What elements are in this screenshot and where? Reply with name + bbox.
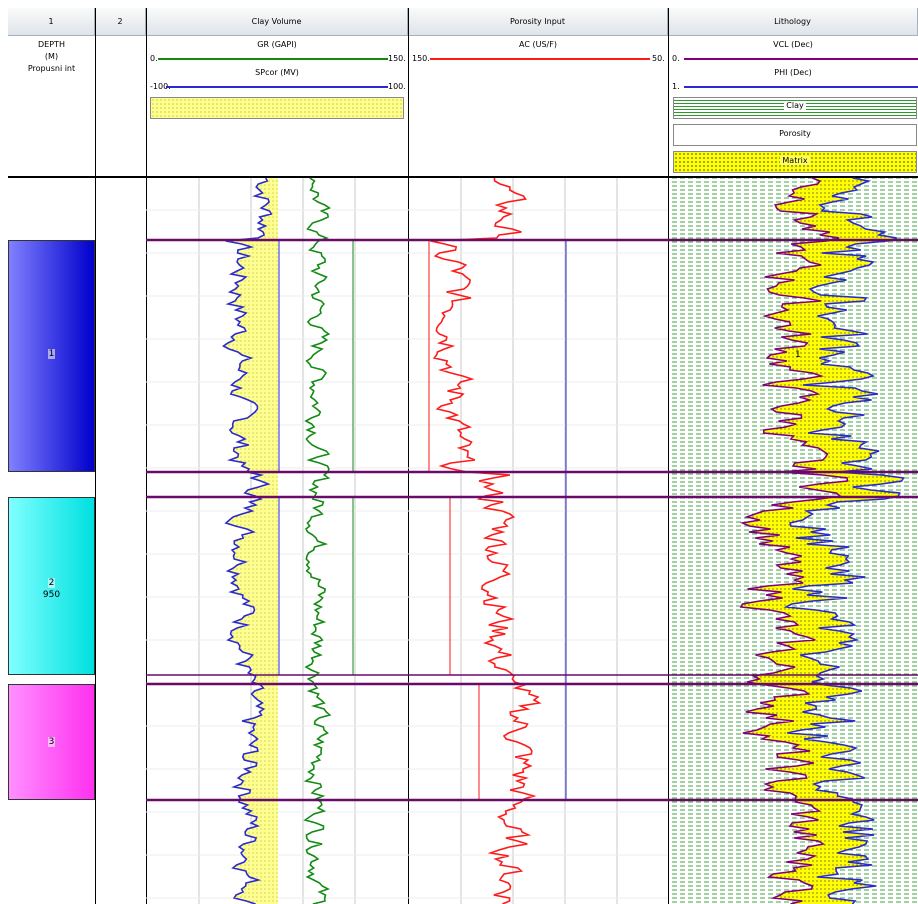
- zone-block-3[interactable]: 3: [8, 684, 95, 800]
- legend-porosity-swatch[interactable]: [673, 124, 917, 146]
- vcl-curve: [739, 177, 849, 904]
- sp-curve-name: SPcor (MV): [255, 68, 299, 77]
- phi-scale-min: 1.: [672, 82, 680, 91]
- sp-scale-line: [166, 86, 388, 88]
- clay-fill-swatch: [150, 97, 404, 119]
- vcl-curve-name: VCL (Dec): [773, 40, 813, 49]
- legend-clay-text: Clay: [784, 101, 806, 110]
- gr-curve: [221, 177, 273, 904]
- ac-scale-min: 150.: [412, 54, 430, 63]
- zone-block-2[interactable]: 2 950: [8, 497, 95, 675]
- clay-volume-fill: [223, 178, 278, 904]
- legend-matrix-label: Matrix: [673, 156, 917, 165]
- sp-scale-max: 100.: [388, 82, 406, 91]
- depth-unit: (M): [44, 52, 59, 61]
- ac-curve: [430, 177, 542, 904]
- column-divider: [668, 8, 669, 904]
- vcl-scale-min: 0.: [672, 54, 680, 63]
- gr-scale-line: [158, 58, 388, 60]
- ac-scale-max: 50.: [652, 54, 665, 63]
- gr-scale-max: 150.: [388, 54, 406, 63]
- zone-1-label: 1: [47, 349, 56, 359]
- phi-curve-name: PHI (Dec): [774, 68, 812, 77]
- legend-matrix-text: Matrix: [780, 156, 810, 165]
- phi-scale-line: [684, 86, 918, 88]
- gr-scale-min: 0.: [150, 54, 158, 63]
- zone-2-depth: 950: [42, 590, 61, 600]
- depth-interval-name: Propusni int: [27, 64, 76, 73]
- header-body-divider: [8, 176, 918, 178]
- vcl-scale-line: [684, 58, 918, 60]
- legend-porosity-label: Porosity: [779, 129, 811, 138]
- track-header-1[interactable]: 1: [8, 8, 95, 36]
- track-header-porosity-input[interactable]: Porosity Input: [408, 8, 668, 36]
- lithology-zone-label: 1: [795, 350, 801, 360]
- column-divider: [95, 8, 96, 904]
- depth-label: DEPTH: [38, 40, 65, 49]
- track-header-clay-volume[interactable]: Clay Volume: [146, 8, 408, 36]
- zone-2-label: 2: [47, 578, 56, 588]
- zone-3-label: 3: [47, 737, 56, 747]
- sp-curve: [303, 177, 332, 904]
- ac-scale-line: [430, 58, 650, 60]
- zone-block-1[interactable]: 1: [8, 240, 95, 472]
- ac-curve-name: AC (US/F): [519, 40, 557, 49]
- track-header-lithology[interactable]: Lithology: [668, 8, 918, 36]
- legend-clay-label: Clay: [673, 101, 917, 110]
- gr-curve-name: GR (GAPI): [257, 40, 297, 49]
- track-header-2[interactable]: 2: [95, 8, 146, 36]
- column-divider: [146, 8, 147, 904]
- sp-scale-min: -100.: [150, 82, 171, 91]
- column-divider: [408, 8, 409, 904]
- phi-curve: [783, 177, 905, 904]
